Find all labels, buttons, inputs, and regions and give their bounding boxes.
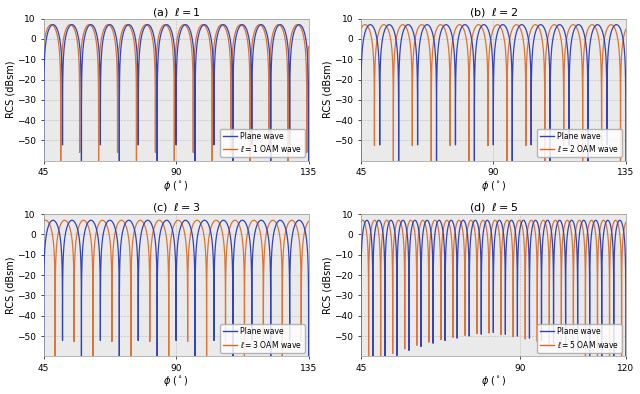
Y-axis label: RCS (dBsm): RCS (dBsm) — [323, 256, 333, 314]
X-axis label: $\phi$ ($^\circ$): $\phi$ ($^\circ$) — [163, 179, 189, 193]
Title: (d)  $\ell = 5$: (d) $\ell = 5$ — [468, 201, 518, 214]
X-axis label: $\phi$ ($^\circ$): $\phi$ ($^\circ$) — [481, 374, 506, 388]
X-axis label: $\phi$ ($^\circ$): $\phi$ ($^\circ$) — [481, 179, 506, 193]
Title: (c)  $\ell = 3$: (c) $\ell = 3$ — [152, 201, 200, 214]
Y-axis label: RCS (dBsm): RCS (dBsm) — [6, 256, 15, 314]
X-axis label: $\phi$ ($^\circ$): $\phi$ ($^\circ$) — [163, 374, 189, 388]
Y-axis label: RCS (dBsm): RCS (dBsm) — [323, 61, 333, 119]
Y-axis label: RCS (dBsm): RCS (dBsm) — [6, 61, 15, 119]
Legend: Plane wave, $\ell = 2$ OAM wave: Plane wave, $\ell = 2$ OAM wave — [538, 128, 622, 157]
Title: (a)  $\ell = 1$: (a) $\ell = 1$ — [152, 6, 200, 19]
Legend: Plane wave, $\ell = 1$ OAM wave: Plane wave, $\ell = 1$ OAM wave — [220, 128, 305, 157]
Title: (b)  $\ell = 2$: (b) $\ell = 2$ — [468, 6, 518, 19]
Legend: Plane wave, $\ell = 5$ OAM wave: Plane wave, $\ell = 5$ OAM wave — [538, 324, 622, 353]
Legend: Plane wave, $\ell = 3$ OAM wave: Plane wave, $\ell = 3$ OAM wave — [220, 324, 305, 353]
